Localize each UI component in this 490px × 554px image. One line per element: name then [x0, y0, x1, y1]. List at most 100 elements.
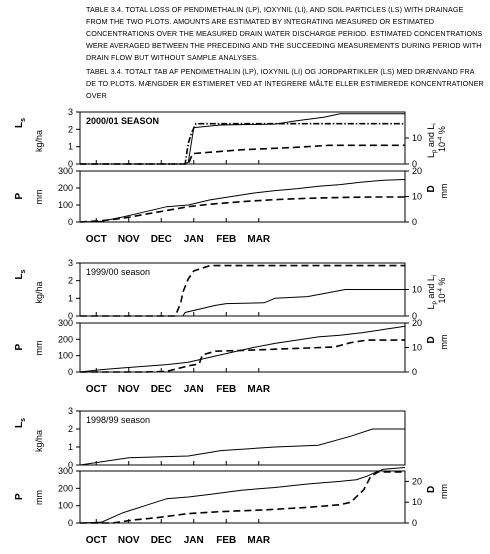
season-title: 1998/99 season: [86, 415, 150, 425]
kgha-axis-label: kg/ha: [34, 281, 44, 303]
left-tick-label: 100: [58, 351, 73, 361]
mm-axis-label: mm: [34, 190, 44, 205]
mm-axis-label: mm: [34, 490, 44, 505]
mm-right-axis-label: mm: [439, 484, 449, 499]
d-axis-label: D: [426, 185, 437, 192]
left-tick-label: 100: [58, 200, 73, 210]
ls-axis-label: Ls: [14, 418, 27, 428]
mm-right-axis-label: mm: [439, 184, 449, 199]
series-line-top-dashed-3: [80, 144, 405, 165]
left-tick-label: 200: [58, 483, 73, 493]
series-line-bottom-dashed-2: [80, 339, 405, 373]
month-label: NOV: [118, 535, 140, 546]
mm-right-axis-label: mm: [439, 335, 449, 350]
series-line-top-solid-1: [80, 289, 405, 317]
month-label: MAR: [247, 234, 271, 245]
left-tick-label: 2: [68, 424, 73, 434]
series-line-top-solid-1: [79, 428, 405, 466]
left-tick-label: 300: [58, 466, 73, 476]
ls-axis-label: Ls: [14, 269, 27, 279]
right-tick-label: 0: [412, 311, 417, 321]
caption-da-text: totalt tab af Pendimethalin (Lp), Ioxyni…: [86, 67, 484, 100]
month-label: OCT: [86, 384, 107, 395]
left-tick-label: 0: [68, 217, 73, 227]
series-line-top-dashdot-2: [80, 122, 405, 165]
month-label: FEB: [216, 234, 236, 245]
percent-axis-label: 10-4 %: [437, 126, 447, 152]
left-tick-label: 2: [68, 124, 73, 134]
right-tick-label: 10: [412, 285, 422, 295]
ls-axis-subscript: s: [20, 118, 27, 122]
right-tick-label: 0: [412, 518, 417, 528]
right-tick-label: 0: [412, 217, 417, 227]
right-tick-label: 0: [412, 367, 417, 377]
month-label: DEC: [151, 535, 172, 546]
series-line-bottom-solid-1: [79, 325, 406, 373]
season-title: 2000/01 SEASON: [86, 116, 159, 126]
series-line-bottom-solid-1: [79, 467, 406, 524]
table-caption: Table 3.4. Total loss of Pendimethalin (…: [86, 4, 486, 104]
d-axis-label: D: [426, 486, 437, 493]
right-tick-label: 10: [412, 497, 422, 507]
left-tick-label: 100: [58, 501, 73, 511]
d-axis-label: D: [426, 336, 437, 343]
month-label: DEC: [151, 384, 172, 395]
plot-frame-bottom-2: [79, 322, 406, 373]
lp-li-axis-label: Lp and Li: [426, 275, 438, 310]
right-tick-label: 20: [412, 476, 422, 486]
month-label: DEC: [151, 234, 172, 245]
percent-axis-label: 10-4 %: [437, 278, 447, 304]
month-label: JAN: [184, 384, 204, 395]
right-tick-label: 10: [412, 343, 422, 353]
caption-en-label: Table 3.4.: [86, 5, 124, 14]
right-tick-label: 10: [412, 133, 422, 143]
month-label: FEB: [216, 384, 236, 395]
month-label: MAR: [247, 384, 271, 395]
left-tick-label: 3: [68, 107, 73, 117]
ls-axis-subscript: s: [20, 418, 27, 422]
left-tick-label: 0: [68, 159, 73, 169]
p-axis-label: P: [14, 493, 25, 500]
month-label: MAR: [247, 535, 271, 546]
caption-da-label: Tabel 3.4.: [86, 67, 123, 76]
ls-axis-subscript: s: [20, 269, 27, 273]
caption-english: Table 3.4. Total loss of Pendimethalin (…: [86, 4, 486, 64]
series-line-bottom-solid-1: [79, 179, 406, 223]
left-tick-label: 3: [68, 258, 73, 268]
month-label: NOV: [118, 384, 140, 395]
lp-subscript: p: [432, 300, 438, 304]
series-line-top-dashed-2: [80, 264, 405, 317]
left-tick-label: 200: [58, 183, 73, 193]
season-title: 1999/00 season: [86, 267, 150, 277]
left-tick-label: 0: [68, 518, 73, 528]
lp-li-axis-label: Lp and Li: [426, 123, 438, 158]
month-label: OCT: [86, 535, 107, 546]
plot-frame-bottom-3: [79, 470, 406, 524]
kgha-axis-label: kg/ha: [34, 430, 44, 452]
left-tick-label: 3: [68, 406, 73, 416]
month-label: FEB: [216, 535, 236, 546]
left-tick-label: 0: [68, 311, 73, 321]
right-tick-label: 20: [412, 318, 422, 328]
caption-en-text: Total loss of Pendimethalin (Lp), Ioxyni…: [86, 5, 483, 62]
left-tick-label: 300: [58, 166, 73, 176]
left-tick-label: 0: [68, 367, 73, 377]
percent-exponent: -4: [438, 287, 444, 293]
p-axis-label: P: [14, 193, 25, 200]
month-label: JAN: [184, 234, 204, 245]
left-tick-label: 300: [58, 318, 73, 328]
li-subscript: i: [432, 123, 438, 124]
li-subscript: i: [432, 275, 438, 276]
percent-exponent: -4: [438, 136, 444, 142]
lp-li-connector: and L: [426, 276, 436, 301]
ls-axis-label: Ls: [14, 118, 27, 128]
lp-subscript: p: [432, 149, 438, 153]
plot-frame-top-3: [79, 410, 406, 466]
month-label: OCT: [86, 234, 107, 245]
left-tick-label: 200: [58, 334, 73, 344]
left-tick-label: 2: [68, 276, 73, 286]
percent-unit: %: [437, 278, 447, 289]
left-tick-label: 1: [68, 442, 73, 452]
left-tick-label: 1: [68, 293, 73, 303]
